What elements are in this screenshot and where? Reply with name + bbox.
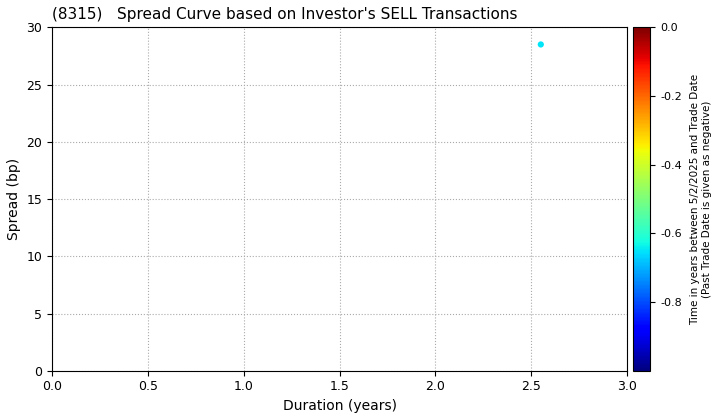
- Point: [535, 41, 546, 48]
- Y-axis label: Time in years between 5/2/2025 and Trade Date
(Past Trade Date is given as negat: Time in years between 5/2/2025 and Trade…: [690, 74, 711, 325]
- Y-axis label: Spread (bp): Spread (bp): [7, 158, 21, 240]
- Text: (8315)   Spread Curve based on Investor's SELL Transactions: (8315) Spread Curve based on Investor's …: [52, 7, 518, 22]
- X-axis label: Duration (years): Duration (years): [282, 399, 397, 413]
